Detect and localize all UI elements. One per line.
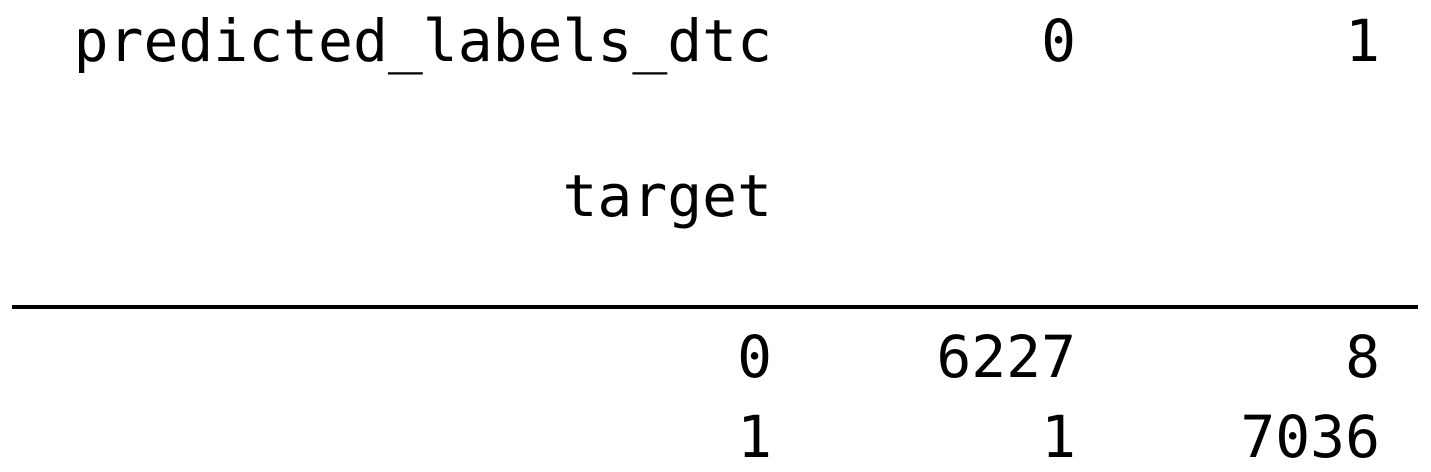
column-header-1: 1 <box>1345 7 1380 75</box>
table-cell: 6227 <box>936 323 1076 391</box>
column-header-0: 0 <box>1041 7 1076 75</box>
table-cell: 7036 <box>1240 403 1380 471</box>
row-index-0: 0 <box>737 323 772 391</box>
table-cell: 8 <box>1345 323 1380 391</box>
index-name-label: target <box>562 162 772 230</box>
table-cell: 1 <box>1041 403 1076 471</box>
row-index-1: 1 <box>737 403 772 471</box>
header-divider <box>12 305 1418 309</box>
columns-name-label: predicted_labels_dtc <box>73 7 772 75</box>
